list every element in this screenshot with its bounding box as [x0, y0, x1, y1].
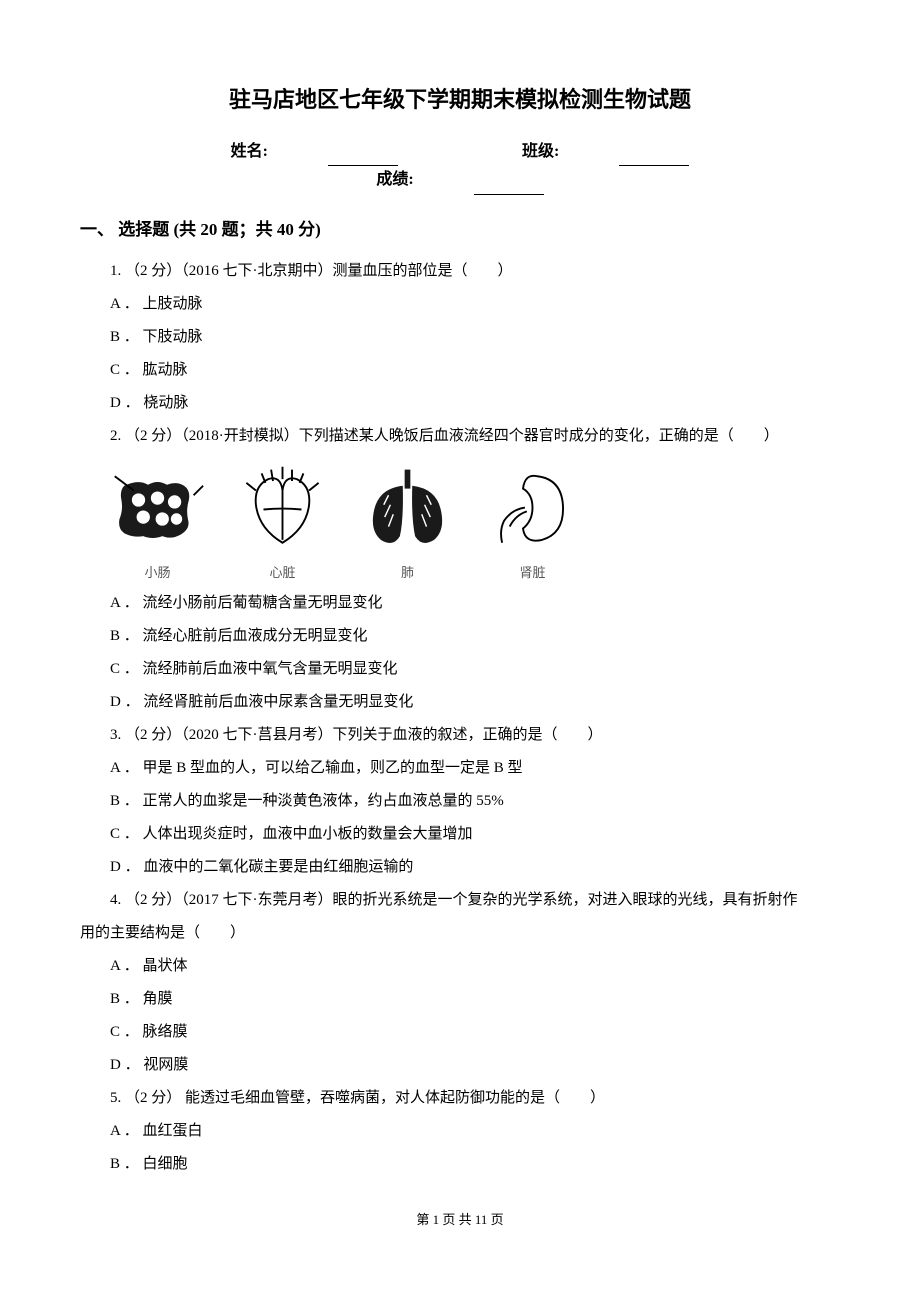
question-1-stem: 1. （2 分）（2016 七下·北京期中）测量血压的部位是（ ）: [80, 258, 840, 285]
question-4-option-c: C ． 脉络膜: [80, 1019, 840, 1046]
student-info-row: 姓名: 班级: 成绩:: [80, 138, 840, 196]
figure-kidney: 肾脏: [485, 462, 580, 584]
question-3-option-b: B ． 正常人的血浆是一种淡黄色液体，约占血液总量的 55%: [80, 788, 840, 815]
section-header: 一、 选择题 (共 20 题；共 40 分): [80, 215, 840, 246]
question-2-figures: 小肠 心脏 肺: [110, 462, 840, 584]
question-1-option-b: B ． 下肢动脉: [80, 324, 840, 351]
figure-label-intestine: 小肠: [144, 561, 170, 584]
question-2-stem: 2. （2 分）（2018·开封模拟）下列描述某人晚饭后血液流经四个器官时成分的…: [80, 423, 840, 450]
question-3-option-d: D ． 血液中的二氧化碳主要是由红细胞运输的: [80, 854, 840, 881]
question-5-option-b: B ． 白细胞: [80, 1151, 840, 1178]
score-field: 成绩:: [346, 166, 573, 195]
page-title: 驻马店地区七年级下学期期末模拟检测生物试题: [80, 80, 840, 120]
question-5-stem: 5. （2 分） 能透过毛细血管壁，吞噬病菌，对人体起防御功能的是（ ）: [80, 1085, 840, 1112]
lung-icon: [360, 462, 455, 557]
question-1-option-c: C ． 肱动脉: [80, 357, 840, 384]
question-3-option-c: C ． 人体出现炎症时，血液中血小板的数量会大量增加: [80, 821, 840, 848]
question-2-option-d: D ． 流经肾脏前后血液中尿素含量无明显变化: [80, 689, 840, 716]
figure-small-intestine: 小肠: [110, 462, 205, 584]
name-field: 姓名:: [201, 138, 428, 167]
question-2-option-c: C ． 流经肺前后血液中氧气含量无明显变化: [80, 656, 840, 683]
figure-label-lung: 肺: [401, 561, 414, 584]
page-footer: 第 1 页 共 11 页: [80, 1208, 840, 1231]
heart-icon: [235, 462, 330, 557]
question-3-option-a: A ． 甲是 B 型血的人，可以给乙输血，则乙的血型一定是 B 型: [80, 755, 840, 782]
question-1-option-d: D ． 桡动脉: [80, 390, 840, 417]
question-2-option-b: B ． 流经心脏前后血液成分无明显变化: [80, 623, 840, 650]
figure-label-kidney: 肾脏: [519, 561, 545, 584]
kidney-icon: [485, 462, 580, 557]
question-5-option-a: A ． 血红蛋白: [80, 1118, 840, 1145]
question-4-stem: 4. （2 分）（2017 七下·东莞月考）眼的折光系统是一个复杂的光学系统，对…: [80, 887, 840, 914]
question-4-option-d: D ． 视网膜: [80, 1052, 840, 1079]
figure-label-heart: 心脏: [269, 561, 295, 584]
figure-heart: 心脏: [235, 462, 330, 584]
question-2-option-a: A ． 流经小肠前后葡萄糖含量无明显变化: [80, 590, 840, 617]
class-field: 班级:: [492, 138, 719, 167]
figure-lung: 肺: [360, 462, 455, 584]
question-1-option-a: A ． 上肢动脉: [80, 291, 840, 318]
question-4-option-b: B ． 角膜: [80, 986, 840, 1013]
question-3-stem: 3. （2 分）（2020 七下·莒县月考）下列关于血液的叙述，正确的是（ ）: [80, 722, 840, 749]
question-4-option-a: A ． 晶状体: [80, 953, 840, 980]
question-4-stem-line2: 用的主要结构是（ ）: [80, 920, 840, 947]
small-intestine-icon: [110, 462, 205, 557]
